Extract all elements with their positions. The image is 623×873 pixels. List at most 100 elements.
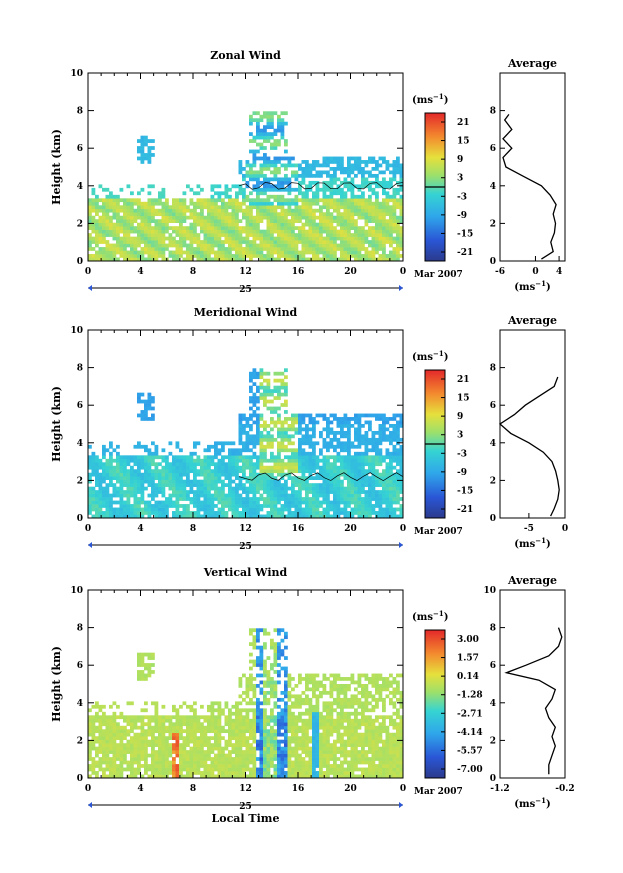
heatmap-cell — [392, 187, 397, 192]
heatmap-cell — [105, 490, 110, 494]
heatmap-cell — [231, 725, 236, 730]
heatmap-cell — [308, 420, 313, 425]
heatmap-cell — [137, 500, 141, 505]
heatmap-cell — [119, 729, 124, 734]
heatmap-cell — [137, 444, 141, 449]
heatmap-cell — [231, 215, 236, 220]
heatmap-cell — [133, 247, 138, 251]
heatmap-cell — [392, 486, 397, 491]
heatmap-cell — [270, 504, 274, 508]
heatmap-cell — [203, 257, 208, 262]
heatmap-cell — [319, 240, 323, 244]
heatmap-cell — [217, 732, 222, 737]
heatmap-cell — [266, 125, 271, 129]
heatmap-cell — [119, 511, 124, 515]
heatmap-cell — [322, 160, 327, 164]
heatmap-cell — [228, 240, 232, 244]
heatmap-cell — [175, 212, 180, 217]
heatmap-cell — [235, 462, 239, 467]
heatmap-cell — [214, 226, 218, 230]
heatmap-cell — [235, 205, 239, 210]
heatmap-cell — [161, 233, 166, 237]
heatmap-cell — [294, 462, 299, 467]
heatmap-cell — [193, 746, 197, 751]
heatmap-cell — [137, 736, 141, 740]
heatmap-cell — [179, 250, 183, 255]
heatmap-cell — [105, 250, 110, 255]
heatmap-cell — [161, 493, 166, 498]
heatmap-cell — [109, 451, 113, 456]
heatmap-cell — [354, 490, 358, 494]
heatmap-cell — [165, 201, 169, 206]
heatmap-cell — [277, 222, 281, 227]
heatmap-cell — [98, 746, 103, 751]
heatmap-cell — [137, 511, 141, 515]
heatmap-cell — [151, 406, 155, 411]
heatmap-cell — [165, 771, 169, 775]
heatmap-cell — [161, 479, 166, 484]
heatmap-cell — [249, 121, 253, 126]
heatmap-cell — [179, 472, 183, 477]
heatmap-cell — [186, 771, 190, 775]
heatmap-cell — [245, 760, 250, 765]
heatmap-cell — [214, 250, 218, 255]
heatmap-cell — [305, 236, 309, 241]
heatmap-cell — [354, 493, 358, 498]
heatmap-cell — [329, 198, 334, 203]
heatmap-cell — [343, 507, 348, 512]
heatmap-cell — [189, 198, 194, 203]
heatmap-cell — [301, 173, 306, 178]
heatmap-cell — [396, 236, 400, 241]
heatmap-cell — [130, 753, 134, 758]
heatmap-cell — [186, 715, 190, 720]
heatmap-cell — [238, 729, 243, 734]
heatmap-cell — [378, 507, 383, 512]
heatmap-cell — [137, 149, 141, 154]
heatmap-cell — [284, 403, 288, 407]
heatmap-cell — [392, 493, 397, 498]
heatmap-cell — [221, 774, 225, 779]
heatmap-cell — [123, 205, 127, 210]
heatmap-cell — [137, 507, 141, 512]
heatmap-cell — [298, 233, 302, 237]
heatmap-cell — [116, 715, 120, 720]
heatmap-cell — [273, 240, 278, 244]
heatmap-cell — [221, 736, 225, 740]
heatmap-cell — [228, 479, 232, 484]
heatmap-cell — [266, 430, 271, 435]
heatmap-cell — [270, 135, 274, 140]
heatmap-cell — [294, 215, 299, 220]
heatmap-cell — [116, 511, 120, 515]
heatmap-cell — [340, 233, 344, 237]
heatmap-cell — [294, 243, 299, 248]
heatmap-cell — [203, 753, 208, 758]
heatmap-cell — [140, 743, 145, 747]
heatmap-cell — [336, 430, 341, 435]
heatmap-cell — [140, 392, 145, 397]
heatmap-cell — [200, 750, 204, 754]
heatmap-cell — [196, 725, 201, 730]
heatmap-cell — [312, 201, 316, 206]
heatmap-cell — [389, 205, 393, 210]
heatmap-cell — [252, 226, 257, 230]
heatmap-cell — [284, 236, 288, 241]
heatmap-cell — [130, 243, 134, 248]
heatmap-cell — [259, 180, 264, 185]
heatmap-cell — [347, 493, 351, 498]
heatmap-cell — [175, 732, 180, 737]
heatmap-cell — [238, 243, 243, 248]
heatmap-cell — [175, 469, 180, 474]
heatmap-cell — [322, 507, 327, 512]
heatmap-cell — [95, 476, 99, 480]
heatmap-cell — [105, 739, 110, 744]
heatmap-cell — [158, 514, 162, 519]
colorbar-tick-label: -9 — [457, 468, 467, 478]
heatmap-cell — [336, 507, 341, 512]
heatmap-cell — [378, 476, 383, 480]
heatmap-cell — [301, 465, 306, 470]
heatmap-cell — [357, 507, 362, 512]
heatmap-cell — [301, 448, 306, 453]
heatmap-cell — [151, 205, 155, 210]
heatmap-cell — [389, 163, 393, 168]
heatmap-cell — [291, 219, 295, 223]
